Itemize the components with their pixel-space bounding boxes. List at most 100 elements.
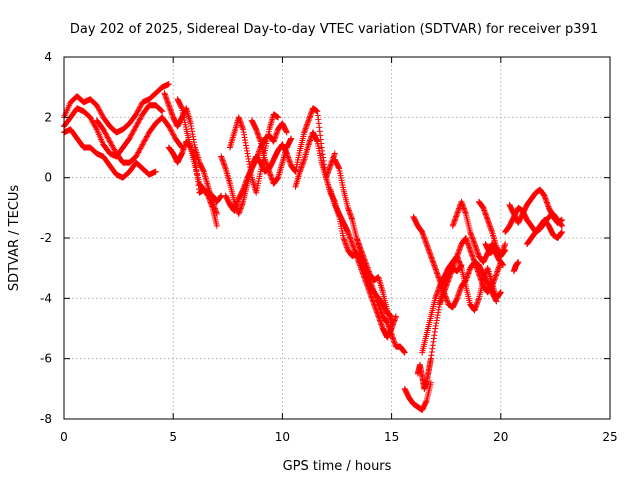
data-point [140, 140, 147, 147]
data-point [93, 125, 100, 132]
series-t11 [248, 117, 295, 187]
data-point [97, 108, 104, 115]
data-point [89, 118, 96, 125]
data-point [135, 148, 142, 155]
data-point [133, 109, 140, 116]
data-point [133, 123, 140, 130]
series-t18 [401, 379, 434, 413]
grid [64, 57, 610, 419]
series-t1 [61, 81, 172, 136]
series-t12 [283, 105, 330, 181]
data-point [111, 147, 118, 154]
data-point [130, 128, 137, 135]
data-point [106, 138, 113, 145]
data-point [104, 134, 111, 141]
data-point [136, 104, 143, 111]
data-point [135, 105, 142, 112]
data-point [166, 124, 173, 131]
data-point [401, 349, 408, 356]
data-point [515, 259, 522, 266]
data-point [135, 119, 142, 126]
data-point [558, 228, 565, 235]
data-point [558, 222, 565, 229]
x-axis: 0 5 10 15 20 25 [60, 57, 618, 444]
x-tick-label: 25 [602, 430, 617, 444]
data-point [111, 146, 118, 153]
series-t29 [510, 259, 522, 275]
data-point [170, 132, 177, 139]
data-point [143, 133, 150, 140]
data-point [135, 118, 142, 125]
data-point [126, 135, 133, 142]
data-point [87, 114, 94, 121]
data-point [132, 124, 139, 131]
y-tick-label: -6 [40, 352, 52, 366]
data-point [152, 168, 159, 175]
data-point [87, 115, 94, 122]
data-point [135, 149, 142, 156]
data-point [137, 145, 144, 152]
x-tick-label: 10 [275, 430, 290, 444]
y-tick-label: 4 [44, 50, 52, 64]
data-point [134, 108, 141, 115]
data-point [94, 103, 101, 110]
data-point [168, 127, 175, 134]
data-point [331, 150, 338, 157]
data-point [130, 127, 137, 134]
data-point [109, 143, 116, 150]
data-point [133, 111, 140, 118]
data-point [137, 103, 144, 110]
data-point [109, 142, 116, 149]
data-point [95, 104, 102, 111]
data-point [502, 241, 509, 248]
data-point [101, 127, 108, 134]
y-axis: -8 -6 -4 -2 0 2 4 [40, 50, 610, 426]
data-point [158, 107, 165, 114]
data-point [139, 141, 146, 148]
data-point [493, 298, 500, 305]
data-point [169, 130, 176, 137]
data-point [138, 113, 145, 120]
data-point [136, 146, 143, 153]
x-axis-label: GPS time / hours [283, 459, 392, 474]
series-t7 [174, 96, 225, 205]
data-point [136, 116, 143, 123]
y-tick-label: -4 [40, 291, 52, 305]
x-tick-label: 20 [493, 430, 508, 444]
data-point [100, 126, 107, 133]
x-tick-label: 0 [60, 430, 68, 444]
data-point [88, 117, 95, 124]
series-t20 [419, 253, 504, 356]
data-point [497, 289, 504, 296]
series-t24 [475, 198, 509, 260]
data-point [98, 110, 105, 117]
series-t16 [327, 186, 399, 341]
data-point [106, 137, 113, 144]
series-t17 [353, 235, 395, 320]
y-tick-label: 0 [44, 171, 52, 185]
data-point [96, 107, 103, 114]
data-point [137, 115, 144, 122]
data-point [102, 130, 109, 137]
data-point [110, 145, 117, 152]
series-t25 [482, 241, 506, 269]
series-t10 [226, 111, 282, 196]
data-point [168, 128, 175, 135]
data-point [138, 142, 145, 149]
data-point [159, 108, 166, 115]
series-t4 [93, 114, 185, 166]
y-axis-label: SDTVAR / TECUs [7, 185, 22, 292]
data-point [98, 111, 105, 118]
data-point [90, 119, 97, 126]
data-point [103, 133, 110, 140]
data-point [105, 135, 112, 142]
y-tick-label: -8 [40, 412, 52, 426]
data-point [165, 123, 172, 130]
x-tick-label: 5 [169, 430, 177, 444]
series-t28 [524, 216, 565, 248]
data-point [213, 222, 220, 229]
data-point [90, 121, 97, 128]
data-point [134, 150, 141, 157]
data-point [127, 134, 134, 141]
